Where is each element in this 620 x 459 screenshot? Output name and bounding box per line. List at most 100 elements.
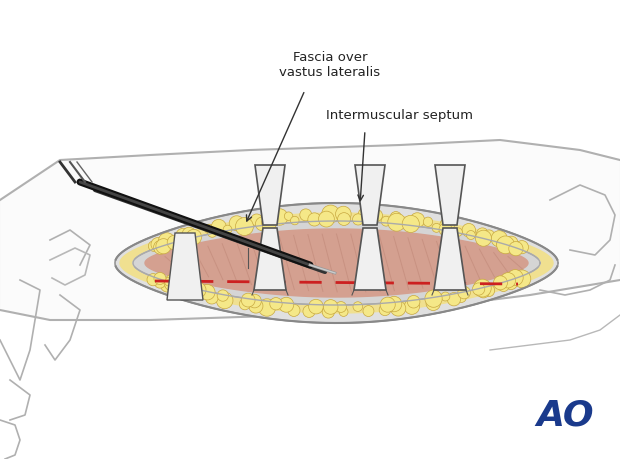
- Circle shape: [391, 301, 405, 316]
- Circle shape: [353, 214, 364, 225]
- Circle shape: [513, 270, 531, 288]
- Circle shape: [410, 213, 425, 227]
- Circle shape: [255, 217, 269, 231]
- Circle shape: [515, 241, 528, 254]
- Circle shape: [494, 276, 507, 290]
- Circle shape: [491, 231, 507, 247]
- Circle shape: [158, 233, 175, 250]
- Circle shape: [404, 299, 420, 314]
- Circle shape: [407, 296, 420, 308]
- Circle shape: [223, 225, 232, 234]
- Circle shape: [324, 300, 338, 314]
- Text: Intermuscular septum: Intermuscular septum: [327, 108, 474, 122]
- Polygon shape: [115, 203, 558, 323]
- Circle shape: [270, 297, 282, 310]
- Circle shape: [200, 285, 215, 300]
- Circle shape: [447, 292, 461, 306]
- Polygon shape: [434, 228, 466, 290]
- Circle shape: [390, 212, 402, 223]
- Circle shape: [454, 228, 463, 236]
- Circle shape: [379, 304, 391, 316]
- Polygon shape: [254, 228, 286, 290]
- Polygon shape: [133, 221, 540, 305]
- Circle shape: [472, 283, 485, 295]
- Circle shape: [300, 209, 312, 221]
- Circle shape: [477, 286, 489, 298]
- Circle shape: [319, 211, 334, 227]
- Circle shape: [505, 236, 518, 250]
- Circle shape: [205, 224, 214, 234]
- Circle shape: [388, 213, 405, 231]
- Circle shape: [380, 297, 396, 312]
- Polygon shape: [167, 233, 203, 300]
- Circle shape: [250, 214, 263, 226]
- Polygon shape: [120, 213, 553, 313]
- Circle shape: [432, 224, 441, 232]
- Circle shape: [509, 241, 523, 256]
- Circle shape: [322, 306, 335, 318]
- Circle shape: [216, 292, 233, 309]
- Polygon shape: [435, 165, 465, 225]
- Circle shape: [161, 278, 174, 292]
- Circle shape: [402, 215, 419, 232]
- Circle shape: [291, 216, 299, 225]
- Circle shape: [241, 293, 255, 307]
- Circle shape: [477, 228, 489, 240]
- Circle shape: [386, 297, 402, 312]
- Circle shape: [363, 306, 374, 317]
- Circle shape: [247, 294, 262, 308]
- Circle shape: [425, 290, 442, 307]
- Circle shape: [239, 299, 250, 310]
- Circle shape: [175, 228, 191, 243]
- Circle shape: [371, 209, 383, 222]
- Circle shape: [498, 280, 509, 291]
- Circle shape: [182, 227, 196, 241]
- Circle shape: [217, 290, 229, 301]
- Circle shape: [154, 273, 166, 285]
- Polygon shape: [355, 165, 385, 225]
- Circle shape: [426, 296, 440, 310]
- Polygon shape: [145, 229, 528, 297]
- Circle shape: [308, 213, 321, 226]
- Circle shape: [176, 285, 185, 294]
- Circle shape: [154, 277, 166, 288]
- Circle shape: [164, 277, 174, 286]
- Circle shape: [167, 235, 182, 250]
- Circle shape: [262, 216, 277, 230]
- Circle shape: [259, 299, 276, 316]
- Circle shape: [309, 299, 323, 314]
- Circle shape: [439, 223, 452, 236]
- Circle shape: [440, 218, 454, 233]
- Circle shape: [500, 273, 516, 288]
- Circle shape: [236, 218, 254, 235]
- Circle shape: [205, 291, 218, 304]
- Circle shape: [507, 269, 523, 285]
- Circle shape: [482, 284, 495, 297]
- Circle shape: [249, 299, 263, 313]
- Polygon shape: [354, 228, 386, 290]
- Circle shape: [353, 302, 363, 311]
- Circle shape: [497, 239, 505, 247]
- Circle shape: [164, 274, 181, 291]
- Circle shape: [483, 230, 495, 241]
- Circle shape: [211, 219, 226, 234]
- Circle shape: [335, 206, 351, 222]
- Circle shape: [497, 236, 515, 254]
- Circle shape: [339, 308, 348, 316]
- Circle shape: [148, 241, 159, 252]
- Circle shape: [423, 217, 433, 226]
- Circle shape: [322, 205, 340, 223]
- Circle shape: [186, 230, 202, 245]
- Circle shape: [151, 237, 165, 251]
- Circle shape: [335, 302, 347, 313]
- Circle shape: [154, 241, 167, 254]
- Circle shape: [338, 213, 350, 225]
- Circle shape: [147, 274, 159, 286]
- Circle shape: [279, 297, 294, 312]
- Circle shape: [208, 228, 217, 237]
- Circle shape: [441, 292, 450, 301]
- Circle shape: [458, 286, 471, 299]
- Circle shape: [466, 230, 476, 240]
- Circle shape: [474, 279, 491, 297]
- Circle shape: [190, 282, 206, 298]
